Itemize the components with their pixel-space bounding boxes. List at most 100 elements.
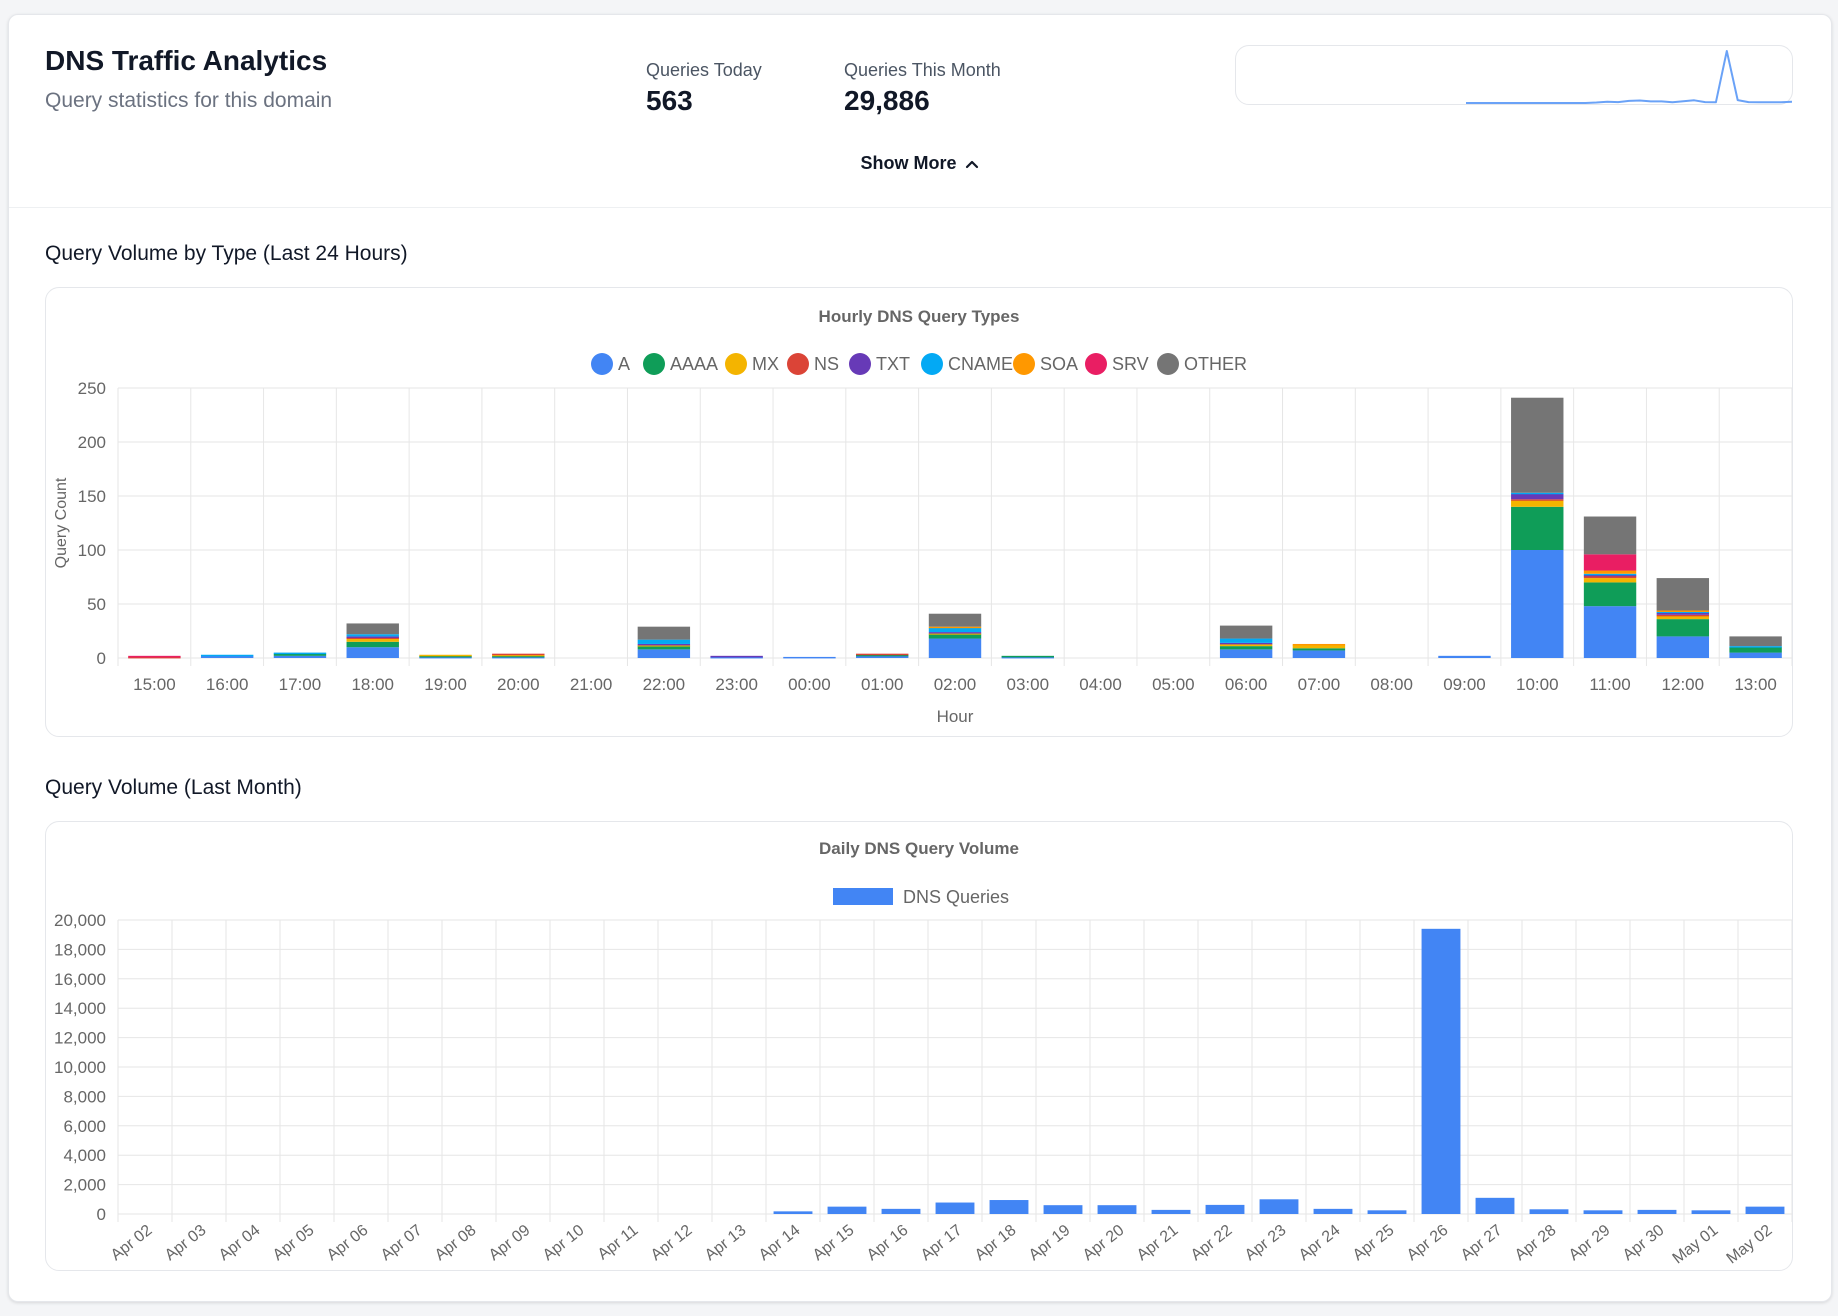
bar-other-1000 xyxy=(1511,397,1564,493)
bar-a-0000 xyxy=(783,656,836,659)
x-tick-label: Apr 05 xyxy=(270,1222,318,1264)
bar-soa-0200 xyxy=(928,626,982,629)
bar-other-1800 xyxy=(346,623,399,635)
legend-swatch-dns-queries xyxy=(833,888,893,905)
bar-mx-0700 xyxy=(1292,645,1346,649)
bar-aaaa-0200 xyxy=(928,634,982,639)
x-tick-label: 03:00 xyxy=(1007,675,1050,694)
dns-analytics-card: DNS Traffic Analytics Query statistics f… xyxy=(8,14,1832,1302)
x-tick-label: Apr 08 xyxy=(432,1222,480,1264)
bar-other-1200 xyxy=(1656,578,1710,611)
bar-aaaa-2200 xyxy=(637,646,691,650)
x-tick-label: Apr 25 xyxy=(1350,1222,1398,1264)
x-tick-label: Apr 14 xyxy=(756,1222,804,1264)
y-tick-label: 250 xyxy=(78,379,106,398)
x-tick-label: Apr 30 xyxy=(1620,1222,1668,1264)
bar-a-1100 xyxy=(1583,606,1637,658)
bar-aaaa-1200 xyxy=(1656,619,1710,637)
y-tick-label: 50 xyxy=(87,595,106,614)
x-tick-label: 05:00 xyxy=(1152,675,1195,694)
bar-txt-2300 xyxy=(710,655,763,658)
bar-srv-1100 xyxy=(1583,554,1637,571)
bar-cname-1700 xyxy=(273,652,327,655)
bar-aaaa-2000 xyxy=(492,655,545,658)
legend-swatch-other xyxy=(1157,353,1179,375)
x-tick-label: Apr 27 xyxy=(1458,1222,1506,1264)
bar-aaaa-0700 xyxy=(1292,648,1346,651)
x-tick-label: Apr 11 xyxy=(595,1222,642,1264)
bar-txt-2200 xyxy=(637,643,691,646)
stat-value-today: 563 xyxy=(646,85,693,116)
y-tick-label: 20,000 xyxy=(54,911,106,930)
bar-a-2000 xyxy=(492,656,545,659)
legend-label-soa: SOA xyxy=(1040,354,1078,374)
x-tick-label: 06:00 xyxy=(1225,675,1268,694)
x-tick-label: 15:00 xyxy=(133,675,176,694)
legend-swatch-a xyxy=(591,353,613,375)
bar-a-0700 xyxy=(1292,650,1346,658)
bar-soa-0700 xyxy=(1292,643,1346,646)
x-tick-label: 00:00 xyxy=(788,675,831,694)
chart-title: Hourly DNS Query Types xyxy=(819,307,1020,326)
y-tick-label: 0 xyxy=(97,1205,106,1224)
legend-swatch-cname xyxy=(921,353,943,375)
legend-swatch-ns xyxy=(787,353,809,375)
bar-cname-2200 xyxy=(637,639,691,644)
bar-mx-1100 xyxy=(1583,578,1637,583)
bar-cname-1800 xyxy=(346,634,399,637)
bar-srv-1500 xyxy=(128,655,181,658)
bar-a-1600 xyxy=(200,655,254,658)
bar-aaaa-0600 xyxy=(1219,646,1273,650)
show-more-label: Show More xyxy=(860,153,957,173)
y-tick-label: 18,000 xyxy=(54,940,106,959)
bar-apr-17 xyxy=(935,1202,975,1214)
bar-a-2300 xyxy=(710,656,763,659)
x-tick-label: Apr 24 xyxy=(1296,1222,1344,1264)
x-tick-label: May 02 xyxy=(1724,1222,1776,1268)
x-tick-label: 02:00 xyxy=(934,675,977,694)
x-tick-label: 20:00 xyxy=(497,675,540,694)
bar-txt-1200 xyxy=(1656,612,1710,615)
page-title: DNS Traffic Analytics xyxy=(45,45,328,76)
bar-txt-1800 xyxy=(346,636,399,638)
chevron-up-icon xyxy=(965,161,978,169)
bar-ns-1000 xyxy=(1511,499,1564,501)
bar-cname-0200 xyxy=(928,627,982,633)
x-tick-label: 13:00 xyxy=(1734,675,1777,694)
x-tick-label: 12:00 xyxy=(1662,675,1705,694)
y-tick-label: 16,000 xyxy=(54,970,106,989)
sparkline-path xyxy=(1466,50,1792,104)
bar-a-1800 xyxy=(346,647,399,658)
bar-apr-14 xyxy=(773,1211,813,1214)
legend-label-mx: MX xyxy=(752,354,779,374)
x-tick-label: 11:00 xyxy=(1589,675,1630,694)
monthly-chart-panel: Daily DNS Query Volume DNS Queries 0 2,000 4… xyxy=(45,821,1793,1271)
bar-mx-1000 xyxy=(1511,500,1564,507)
x-axis-label: Hour xyxy=(937,707,974,726)
x-tick-label: Apr 18 xyxy=(972,1222,1020,1264)
bar-ns-1800 xyxy=(346,637,399,639)
x-tick-label: Apr 15 xyxy=(810,1222,858,1264)
x-tick-label: Apr 12 xyxy=(648,1222,696,1264)
bar-aaaa-0100 xyxy=(856,654,909,657)
x-tick-label: 22:00 xyxy=(643,675,686,694)
bar-txt-0200 xyxy=(928,632,982,634)
stat-label-today: Queries Today xyxy=(646,60,762,80)
x-tick-label: 18:00 xyxy=(351,675,394,694)
x-tick-label: Apr 17 xyxy=(918,1222,966,1264)
show-more-button[interactable]: Show More xyxy=(9,153,1831,174)
bar-a-1200 xyxy=(1656,636,1710,658)
x-tick-label: 17:00 xyxy=(279,675,322,694)
bar-a-0200 xyxy=(928,638,982,658)
bar-soa-1200 xyxy=(1656,610,1710,612)
bar-a-1700 xyxy=(273,655,327,658)
bar-cname-1100 xyxy=(1583,573,1637,576)
x-tick-label: Apr 23 xyxy=(1242,1222,1290,1264)
bar-a-1300 xyxy=(1729,652,1782,658)
legend-swatch-mx xyxy=(725,353,747,375)
x-tick-label: 07:00 xyxy=(1298,675,1341,694)
y-tick-label: 200 xyxy=(78,433,106,452)
bar-cname-1300 xyxy=(1729,646,1782,648)
x-tick-label: 19:00 xyxy=(424,675,467,694)
y-tick-label: 14,000 xyxy=(54,999,106,1018)
